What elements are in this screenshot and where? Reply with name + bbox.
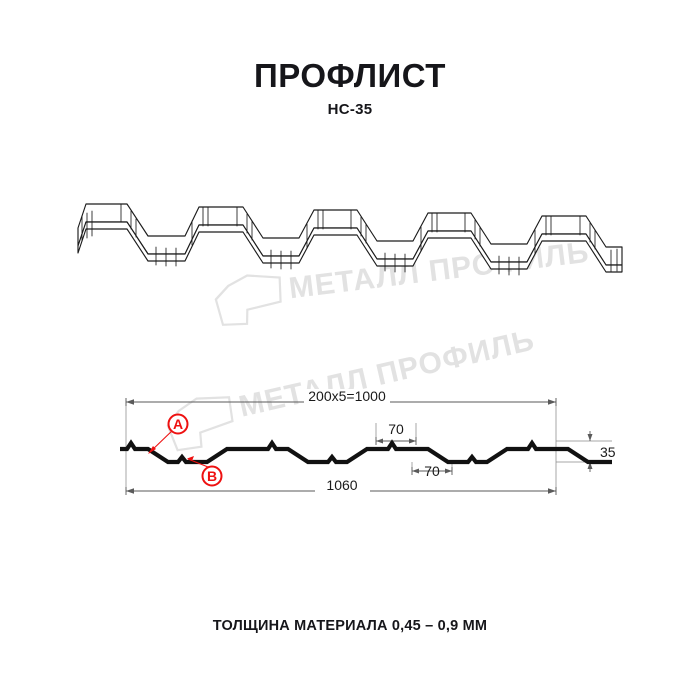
dimension-label-pitch-total: 200x5=1000 (308, 388, 386, 404)
callout-a[interactable]: A (148, 413, 189, 455)
watermark-logo-icon (214, 274, 282, 326)
dimension-top-flange: 70 (375, 421, 417, 445)
callout-b[interactable]: B (187, 456, 223, 487)
isometric-rib-lines (81, 203, 618, 276)
extension-lines (125, 398, 612, 492)
callout-b-circle (201, 465, 223, 487)
profile-outline (120, 439, 612, 465)
dimension-profile-height: 35 (587, 431, 616, 472)
dimension-label-overall-width: 1060 (326, 477, 357, 493)
watermark-text-bottom: МЕТАЛЛ ПРОФИЛЬ (236, 324, 538, 424)
dimension-label-bottom-flange: 70 (424, 463, 440, 479)
callout-a-circle (167, 413, 189, 435)
callout-a-label: A (173, 416, 183, 432)
product-code: НС-35 (327, 101, 373, 118)
watermark-text-top: МЕТАЛЛ ПРОФИЛЬ (287, 236, 591, 306)
callout-b-label: B (207, 468, 217, 484)
page-title: ПРОФЛИСТ (254, 57, 446, 94)
material-thickness-note: ТОЛЩИНА МАТЕРИАЛА 0,45 – 0,9 ММ (212, 618, 488, 634)
dimension-pitch-total: 200x5=1000 (125, 388, 557, 406)
dimension-bottom-flange: 70 (411, 463, 453, 479)
dimension-label-profile-height: 35 (600, 444, 616, 460)
dimension-overall-width: 1060 (125, 477, 557, 495)
cross-section-profile: 200x5=1000 1060 70 (120, 388, 616, 495)
dimension-label-top-flange: 70 (388, 421, 404, 437)
isometric-profile-sheet (77, 203, 623, 276)
